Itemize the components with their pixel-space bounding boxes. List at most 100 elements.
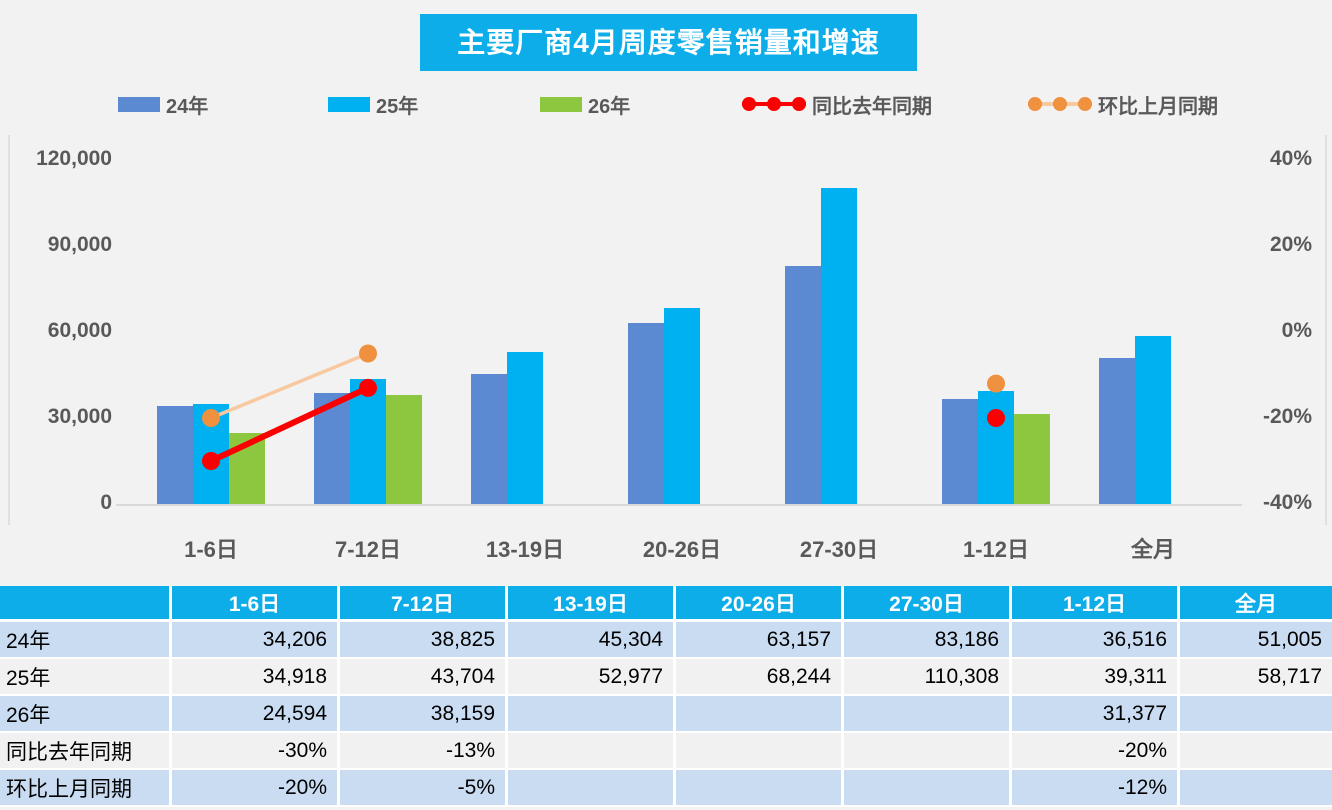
table-cell: 39,311 [1012, 659, 1180, 696]
table-cell: 38,159 [340, 696, 508, 733]
table-cell: 83,186 [844, 622, 1012, 659]
table-cell: -12% [1012, 770, 1180, 807]
left-axis-tick-label: 90,000 [47, 233, 112, 256]
bar-24年-20-26日 [628, 323, 664, 504]
legend-label: 环比上月同期 [1098, 95, 1218, 118]
legend-label: 26年 [588, 95, 631, 118]
table-cell: 43,704 [340, 659, 508, 696]
x-axis-label-27-30日: 27-30日 [799, 537, 879, 562]
right-axis-tick-label: 40% [1269, 147, 1312, 170]
data-table: 1-6日 7-12日 13-19日 20-26日 27-30日 1-12日 全月 24年 34… [0, 586, 1332, 807]
bar-25年-13-19日 [507, 352, 543, 504]
table-row-26年: 26年 24,594 38,159 31,377 [0, 696, 1332, 733]
row-label: 环比上月同期 [0, 770, 172, 807]
row-label: 24年 [0, 622, 172, 659]
table-header-cell: 1-12日 [1012, 586, 1180, 622]
table-cell [508, 696, 676, 733]
table-cell: 58,717 [1180, 659, 1332, 696]
x-axis-label-1-6日: 1-6日 [184, 537, 238, 562]
legend-swatch-3 [540, 96, 582, 112]
left-axis-tick-label: 30,000 [47, 405, 112, 428]
row-label: 25年 [0, 659, 172, 696]
table-cell: 51,005 [1180, 622, 1332, 659]
table-header-cell: 全月 [1180, 586, 1332, 622]
bar-25年-7-12日 [350, 379, 386, 504]
table-cell: 31,377 [1012, 696, 1180, 733]
bar-24年-1-12日 [942, 399, 978, 504]
table-cell: -5% [340, 770, 508, 807]
bar-26年-7-12日 [386, 395, 422, 504]
table-cell [508, 770, 676, 807]
table-header-cell: 20-26日 [676, 586, 844, 622]
row-label: 26年 [0, 696, 172, 733]
table-cell [676, 696, 844, 733]
bar-25年-1-12日 [978, 391, 1014, 504]
legend-dot [792, 97, 806, 111]
table-cell: -20% [1012, 733, 1180, 770]
table-cell [1180, 696, 1332, 733]
table-header-cell: 7-12日 [340, 586, 508, 622]
table-cell [844, 696, 1012, 733]
table-cell: 110,308 [844, 659, 1012, 696]
legend-swatch-2 [328, 96, 370, 112]
x-axis-label-20-26日: 20-26日 [642, 537, 722, 562]
bar-25年-20-26日 [664, 308, 700, 504]
table-cell: 34,206 [172, 622, 340, 659]
table-header-row: 1-6日 7-12日 13-19日 20-26日 27-30日 1-12日 全月 [0, 586, 1332, 622]
chart-title: 主要厂商4月周度零售销量和增速 [420, 14, 917, 71]
left-axis-tick-label: 120,000 [36, 147, 112, 170]
plot-left-border [8, 135, 10, 525]
table-row-环比上月同期: 环比上月同期 -20% -5% -12% [0, 770, 1332, 807]
legend-item: 同比去年同期 [742, 90, 932, 118]
table-cell: 24,594 [172, 696, 340, 733]
x-axis-label-7-12日: 7-12日 [334, 537, 402, 562]
line-marker-环比上月同期-1-12日 [987, 374, 1005, 393]
bar-25年-27-30日 [821, 188, 857, 504]
legend-item: 环比上月同期 [1028, 90, 1218, 118]
legend-item: 25年 [328, 90, 418, 118]
legend-dot [1053, 97, 1067, 111]
legend-swatch-1 [118, 96, 160, 112]
bar-24年-全月 [1099, 358, 1135, 504]
right-axis-tick-label: -20% [1262, 405, 1312, 428]
table-cell [844, 770, 1012, 807]
legend-label: 同比去年同期 [812, 95, 932, 118]
table-cell: -30% [172, 733, 340, 770]
table-header-cell: 1-6日 [172, 586, 340, 622]
table-cell: 38,825 [340, 622, 508, 659]
line-marker-环比上月同期-7-12日 [359, 344, 377, 363]
right-axis-tick-label: -40% [1262, 491, 1312, 514]
x-axis-label-1-12日: 1-12日 [962, 537, 1030, 562]
legend-dot [1028, 97, 1042, 111]
bar-25年-全月 [1135, 336, 1171, 504]
table-header-cell: 13-19日 [508, 586, 676, 622]
table-cell [676, 770, 844, 807]
bar-26年-1-6日 [229, 433, 265, 504]
x-axis-line [116, 504, 1242, 506]
left-axis-tick-label: 60,000 [47, 319, 112, 342]
plot-right-border [1325, 135, 1327, 525]
legend-item: 26年 [540, 90, 630, 118]
x-axis-label-全月: 全月 [1130, 537, 1175, 562]
legend-line-dots-icon [1028, 96, 1092, 112]
x-axis-label-13-19日: 13-19日 [485, 537, 565, 562]
legend-dot [742, 97, 756, 111]
legend-dot [1078, 97, 1092, 111]
legend-label: 25年 [376, 95, 419, 118]
table-cell: 68,244 [676, 659, 844, 696]
table-row-同比去年同期: 同比去年同期 -30% -13% -20% [0, 733, 1332, 770]
table-cell: 34,918 [172, 659, 340, 696]
table-cell: 52,977 [508, 659, 676, 696]
table-header-cell [0, 586, 172, 622]
legend-label: 24年 [166, 95, 209, 118]
legend-item: 24年 [118, 90, 208, 118]
table-cell: 63,157 [676, 622, 844, 659]
table-cell: -20% [172, 770, 340, 807]
legend-dot [767, 97, 781, 111]
table-cell: -13% [340, 733, 508, 770]
table-cell: 36,516 [1012, 622, 1180, 659]
table-cell: 45,304 [508, 622, 676, 659]
right-axis-tick-label: 20% [1269, 233, 1312, 256]
bar-24年-1-6日 [157, 406, 193, 504]
